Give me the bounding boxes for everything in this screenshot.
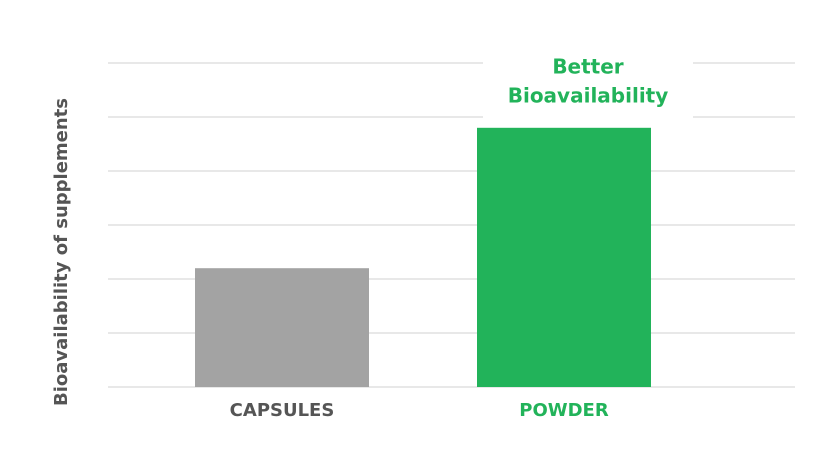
annotation: Bioavailability [508, 83, 669, 107]
y-axis-label: Bioavailability of supplements [51, 98, 72, 406]
bar [195, 268, 369, 387]
annotation-backdrop [483, 45, 693, 118]
annotation: Better [552, 54, 623, 78]
x-tick-label: POWDER [519, 400, 609, 421]
x-tick-label: CAPSULES [230, 400, 335, 421]
bar [477, 127, 651, 388]
